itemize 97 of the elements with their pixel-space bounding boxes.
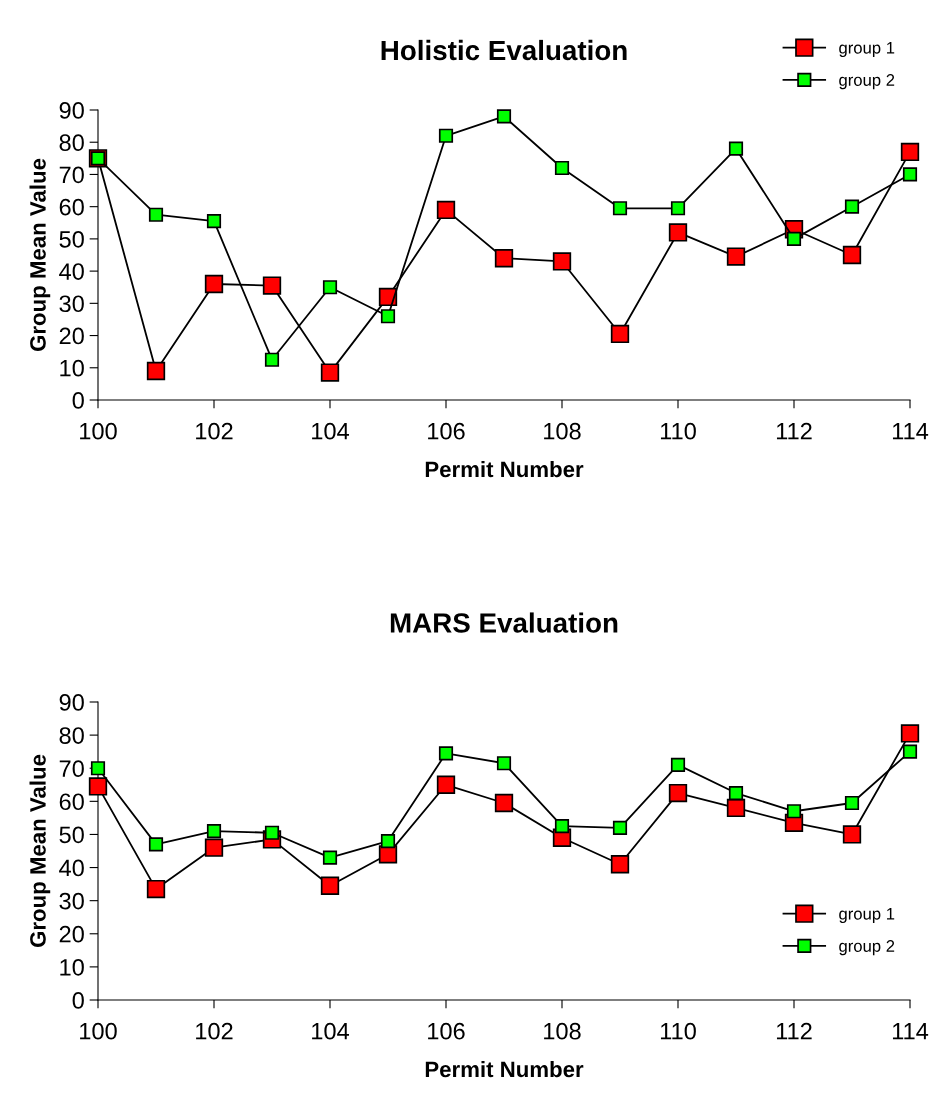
x-tick-label: 100 (80, 422, 117, 440)
y-tick-label: 10 (60, 958, 84, 976)
point (436, 775, 456, 794)
point (728, 141, 744, 156)
x-tick-label: 114 (892, 423, 929, 440)
y-tick-label: 70 (59, 166, 84, 184)
x-tick-label: 100 (80, 1022, 117, 1040)
point (610, 855, 630, 874)
point (670, 757, 686, 772)
x-tick-label: 106 (428, 1022, 465, 1040)
point (322, 280, 338, 295)
y-tick-label: 20 (59, 925, 84, 943)
x-tick-label: 106 (428, 422, 465, 440)
point (668, 783, 688, 803)
point (786, 231, 802, 246)
x-tick-label: 104 (312, 1022, 350, 1040)
legend-label: group 2 (839, 74, 895, 90)
point (320, 876, 340, 895)
point (844, 795, 860, 811)
y-tick-label: 60 (59, 793, 84, 811)
y-tick-label: 80 (59, 727, 84, 744)
y-tick-label: 90 (59, 694, 84, 711)
point (844, 199, 860, 214)
point (786, 804, 802, 819)
point (670, 201, 686, 216)
point (148, 837, 164, 852)
point (438, 128, 454, 143)
y-tick-label: 40 (59, 859, 84, 877)
point (206, 214, 222, 229)
x-tick-label: 108 (544, 422, 581, 440)
chart-title: Holistic Evaluation (381, 39, 627, 61)
point (900, 724, 920, 743)
point (900, 142, 920, 162)
y-tick-label: 50 (59, 826, 84, 844)
y-tick-label: 60 (59, 198, 84, 216)
y-tick-label: 30 (59, 892, 84, 910)
legend-label: group 1 (839, 42, 895, 57)
point (322, 850, 338, 865)
point (612, 820, 628, 835)
y-axis-title: Group Mean Value (29, 754, 51, 948)
point (552, 252, 572, 271)
point (148, 207, 164, 222)
x-tick-label: 102 (196, 1022, 233, 1040)
point (380, 309, 396, 324)
y-tick-label: 0 (72, 392, 84, 409)
point (728, 785, 744, 801)
y-tick-label: 80 (59, 134, 84, 152)
point (610, 324, 630, 344)
point (902, 744, 918, 759)
point (320, 363, 340, 382)
y-tick-label: 90 (59, 102, 84, 119)
y-tick-label: 10 (60, 359, 84, 377)
point (842, 245, 862, 265)
point (436, 200, 456, 220)
point (494, 249, 514, 268)
point (726, 798, 746, 818)
y-tick-label: 70 (59, 760, 84, 778)
point (494, 793, 514, 813)
x-tick-label: 102 (196, 422, 233, 440)
x-axis-title: Permit Number (425, 460, 584, 478)
point (726, 247, 746, 266)
point (902, 167, 918, 182)
y-tick-label: 40 (59, 263, 84, 280)
x-tick-label: 114 (892, 1023, 929, 1040)
y-tick-label: 20 (59, 327, 84, 345)
point (88, 777, 108, 796)
point (262, 276, 282, 295)
point (206, 824, 222, 839)
point (496, 109, 512, 124)
x-tick-label: 110 (660, 1022, 696, 1040)
point (380, 833, 396, 849)
point (204, 274, 224, 294)
y-tick-label: 50 (59, 230, 84, 248)
point (842, 825, 862, 844)
x-axis-title: Permit Number (425, 1060, 584, 1078)
x-tick-label: 112 (776, 422, 812, 440)
point (146, 879, 166, 899)
y-tick-label: 30 (59, 295, 84, 313)
chart-title: MARS Evaluation (390, 612, 618, 633)
point (438, 746, 454, 761)
x-tick-label: 104 (312, 422, 350, 440)
x-tick-label: 110 (660, 422, 696, 440)
point (264, 825, 280, 840)
y-tick-label: 0 (72, 992, 84, 1009)
y-axis-title: Group Mean Value (29, 158, 51, 352)
point (612, 201, 628, 216)
point (554, 819, 570, 834)
legend-label: group 2 (839, 940, 895, 956)
point (554, 160, 570, 176)
x-tick-label: 112 (776, 1022, 812, 1040)
point (146, 361, 166, 381)
point (496, 756, 512, 771)
point (204, 838, 224, 857)
point (668, 223, 688, 242)
legend-label: group 1 (839, 908, 895, 923)
point (264, 352, 280, 367)
x-tick-label: 108 (544, 1022, 581, 1040)
